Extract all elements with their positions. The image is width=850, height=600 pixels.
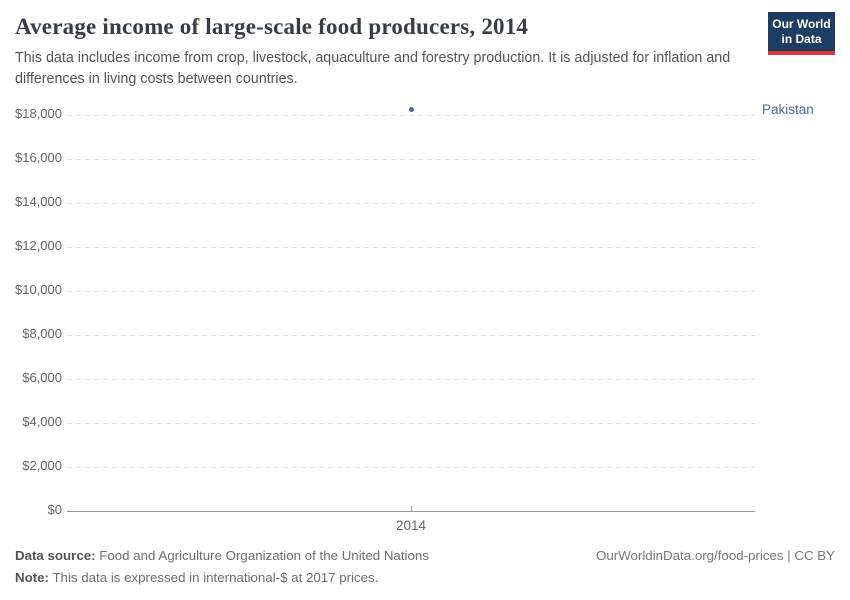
gridline — [67, 423, 755, 424]
y-axis-tick-label: $6,000 — [22, 370, 62, 385]
x-axis-tick-label: 2014 — [395, 518, 427, 533]
gridline — [67, 335, 755, 336]
gridline — [67, 203, 755, 204]
y-axis-tick-label: $14,000 — [15, 194, 62, 209]
y-axis-tick-label: $12,000 — [15, 238, 62, 253]
gridline — [67, 291, 755, 292]
chart-footer: Data source: Food and Agriculture Organi… — [15, 548, 835, 592]
gridline — [67, 159, 755, 160]
x-axis-tick — [411, 506, 412, 511]
data-source-line: Data source: Food and Agriculture Organi… — [15, 548, 835, 563]
data-source-label: Data source: — [15, 548, 96, 563]
owid-logo-line1: Our World — [772, 17, 831, 31]
y-axis-tick-label: $4,000 — [22, 414, 62, 429]
note-label: Note: — [15, 570, 49, 585]
credit-link[interactable]: OurWorldinData.org/food-prices | CC BY — [596, 548, 835, 563]
data-point-pakistan[interactable] — [408, 106, 414, 112]
gridline — [67, 467, 755, 468]
data-source-text: Food and Agriculture Organization of the… — [95, 548, 429, 563]
owid-logo[interactable]: Our World in Data — [768, 12, 835, 55]
owid-logo-line2: in Data — [781, 32, 822, 46]
note-line: Note: This data is expressed in internat… — [15, 570, 835, 585]
owid-logo-box: Our World in Data — [768, 12, 835, 51]
chart-header: Average income of large-scale food produ… — [15, 14, 755, 91]
y-axis-tick-label: $16,000 — [15, 150, 62, 165]
note-text: This data is expressed in international-… — [48, 570, 379, 585]
y-axis-tick-label: $0 — [47, 502, 62, 517]
owid-logo-stripe — [768, 51, 835, 55]
y-axis-tick-label: $10,000 — [15, 282, 62, 297]
chart-subtitle: This data includes income from crop, liv… — [15, 50, 731, 88]
gridline — [67, 379, 755, 380]
y-axis-tick-label: $2,000 — [22, 458, 62, 473]
gridline — [67, 115, 755, 116]
y-axis-tick-label: $8,000 — [22, 326, 62, 341]
y-axis-tick-label: $18,000 — [15, 106, 62, 121]
chart-title: Average income of large-scale food produ… — [15, 14, 529, 39]
x-axis-line — [67, 511, 755, 512]
gridline — [67, 247, 755, 248]
entity-label-pakistan[interactable]: Pakistan — [762, 102, 814, 118]
